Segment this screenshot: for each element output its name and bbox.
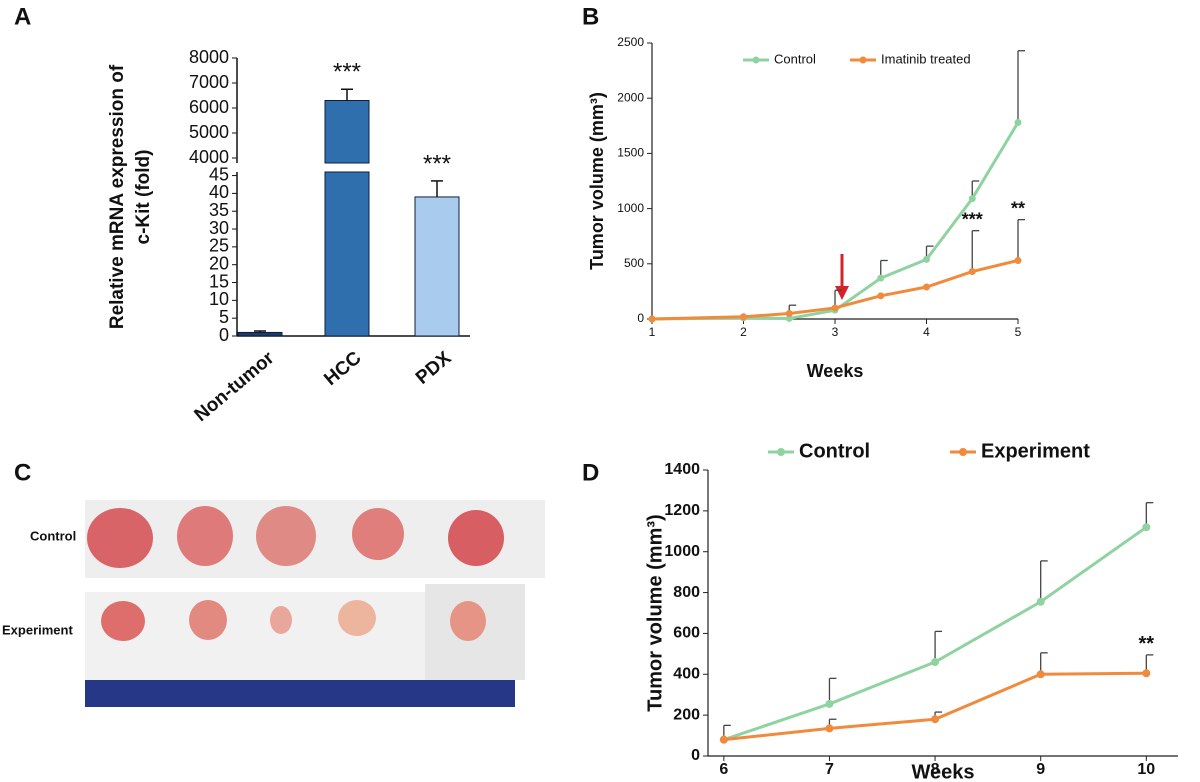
y-tick-label: 0 — [637, 311, 644, 325]
y-tick-label: 800 — [673, 584, 700, 601]
data-point — [648, 315, 656, 323]
data-point — [719, 735, 728, 744]
treatment-arrow — [835, 254, 849, 300]
y-tick-label: 5000 — [189, 122, 229, 142]
bar — [414, 196, 460, 337]
x-axis-title: Weeks — [807, 361, 864, 381]
y-tick-label: 7000 — [189, 72, 229, 92]
photo-row-label: Experiment — [2, 622, 73, 637]
x-tick-label: 7 — [825, 761, 834, 778]
data-point — [931, 658, 940, 667]
legend-marker — [752, 56, 760, 64]
data-point — [931, 715, 940, 724]
data-point — [923, 255, 930, 263]
y-tick-label: 0 — [691, 747, 700, 764]
y-axis-title: Relative mRNA expression of — [107, 64, 128, 329]
series-line — [723, 671, 1147, 742]
data-point — [1142, 669, 1151, 678]
y-tick-label: 20 — [209, 253, 229, 273]
series-line — [651, 121, 1020, 321]
data-point — [968, 195, 976, 203]
x-tick-label: 4 — [923, 325, 930, 339]
x-tick-label: 8 — [931, 761, 940, 778]
photo-row-label: Control — [30, 528, 76, 543]
y-tick-label: 200 — [673, 706, 700, 723]
panel-label: C — [14, 459, 31, 486]
legend-label: Control — [799, 440, 870, 462]
y-tick-label: 2000 — [617, 90, 644, 104]
legend-label: Control — [774, 51, 816, 66]
significance: *** — [962, 209, 983, 229]
panel-label: A — [14, 3, 31, 30]
data-point — [825, 724, 834, 733]
data-point — [831, 304, 839, 312]
bar — [324, 171, 370, 337]
x-tick-label: Non-tumor — [191, 347, 279, 426]
y-tick-label: 0 — [219, 325, 229, 345]
x-tick-label: 6 — [719, 761, 728, 778]
x-tick-label: 10 — [1137, 761, 1155, 778]
y-tick-label: 600 — [673, 625, 700, 642]
bar — [324, 100, 370, 164]
data-point — [825, 699, 834, 708]
legend-label: Imatinib treated — [881, 51, 971, 66]
bar — [237, 331, 283, 337]
legend-label: Experiment — [981, 440, 1090, 462]
panel-label: D — [582, 459, 599, 486]
y-tick-label: 30 — [209, 218, 229, 238]
y-tick-label: 5 — [219, 307, 229, 327]
y-axis-title: Tumor volume (mm³) — [587, 92, 607, 270]
y-tick-label: 500 — [624, 256, 644, 270]
tumor-photo — [85, 500, 545, 707]
data-point — [1014, 256, 1022, 264]
legend-marker — [777, 448, 785, 456]
x-axis-title: Weeks — [911, 761, 974, 782]
x-tick-label: 1 — [649, 325, 656, 339]
y-tick-label: 1200 — [664, 502, 700, 519]
y-tick-label: 1000 — [617, 201, 644, 215]
data-point — [740, 313, 747, 321]
y-tick-label: 25 — [209, 236, 229, 256]
data-point — [1036, 597, 1045, 606]
legend-marker — [859, 56, 867, 64]
significance: ** — [1011, 198, 1025, 218]
data-point — [1014, 118, 1022, 126]
data-point — [923, 283, 930, 291]
panel-label: B — [582, 3, 599, 30]
data-point — [877, 292, 885, 300]
y-tick-label: 15 — [209, 271, 229, 291]
x-tick-label: PDX — [412, 347, 456, 388]
x-tick-label: 9 — [1036, 761, 1045, 778]
y-tick-label: 1500 — [617, 146, 644, 160]
series-line — [651, 259, 1019, 321]
significance: *** — [423, 150, 451, 177]
y-tick-label: 6000 — [189, 97, 229, 117]
y-tick-label: 1000 — [664, 543, 700, 560]
significance: *** — [333, 59, 361, 86]
y-tick-label: 4000 — [189, 147, 229, 167]
y-tick-label: 40 — [209, 182, 229, 202]
y-tick-label: 10 — [209, 289, 229, 309]
y-tick-label: 2500 — [617, 35, 644, 49]
y-tick-label: 1400 — [664, 461, 700, 478]
data-point — [968, 268, 976, 276]
data-point — [785, 314, 793, 322]
y-tick-label: 35 — [209, 200, 229, 220]
significance: ** — [1139, 633, 1155, 655]
data-point — [785, 309, 793, 317]
y-tick-label: 8000 — [189, 47, 229, 67]
x-tick-label: 5 — [1015, 325, 1022, 339]
x-tick-label: HCC — [320, 347, 365, 390]
y-axis-title: c-Kit (fold) — [133, 150, 154, 245]
data-point — [877, 274, 885, 282]
x-tick-label: 2 — [740, 325, 747, 339]
data-point — [1036, 670, 1045, 679]
y-tick-label: 400 — [673, 666, 700, 683]
y-tick-label: 45 — [209, 164, 229, 184]
data-point — [1142, 523, 1151, 532]
x-tick-label: 3 — [832, 325, 839, 339]
y-axis-title: Tumor volume (mm³) — [644, 514, 666, 711]
legend-marker — [959, 448, 967, 456]
